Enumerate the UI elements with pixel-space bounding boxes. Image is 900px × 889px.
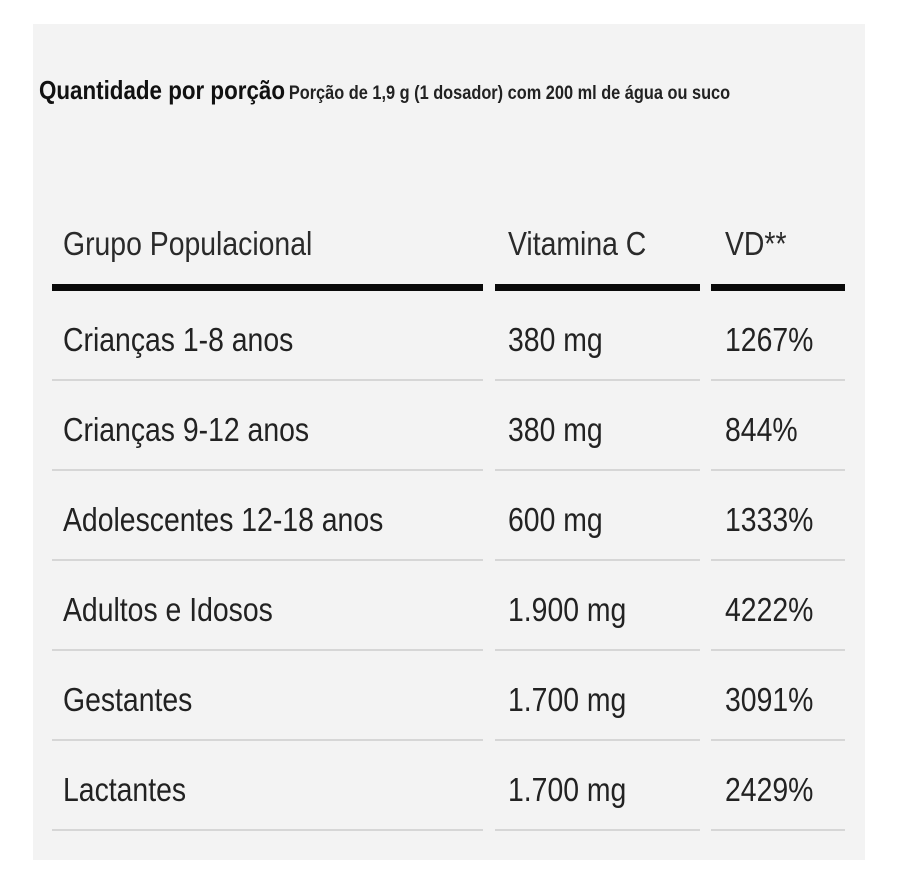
row-group-cell: Crianças 1-8 anos xyxy=(63,321,294,358)
row-vitamin-c-cell: 1.900 mg xyxy=(508,591,627,628)
row-vd-cell: 844% xyxy=(725,411,798,448)
row-group-cell: Adolescentes 12-18 anos xyxy=(63,501,384,538)
serving-subtitle: Porção de 1,9 g (1 dosador) com 200 ml d… xyxy=(288,83,731,104)
row-divider xyxy=(711,649,845,651)
row-divider xyxy=(52,559,483,561)
row-divider xyxy=(711,559,845,561)
serving-header: Quantidade por porção Porção de 1,9 g (1… xyxy=(39,72,744,113)
column-header-group: Grupo Populacional xyxy=(63,225,313,262)
row-vitamin-c-cell: 380 mg xyxy=(508,411,603,448)
row-divider xyxy=(52,739,483,741)
row-vd-cell: 3091% xyxy=(725,681,814,718)
row-vd-cell: 2429% xyxy=(725,771,814,808)
row-vd-cell: 1333% xyxy=(725,501,814,538)
header-divider-col2 xyxy=(495,284,700,291)
nutrition-panel: Quantidade por porção Porção de 1,9 g (1… xyxy=(33,24,865,860)
row-divider xyxy=(711,469,845,471)
column-header-vd: VD** xyxy=(725,225,787,262)
row-vitamin-c-cell: 1.700 mg xyxy=(508,771,627,808)
row-group-cell: Lactantes xyxy=(63,771,187,808)
row-vd-cell: 4222% xyxy=(725,591,814,628)
row-divider xyxy=(495,379,700,381)
row-divider xyxy=(495,829,700,831)
row-vd-cell: 1267% xyxy=(725,321,814,358)
row-divider xyxy=(711,829,845,831)
row-group-cell: Gestantes xyxy=(63,681,193,718)
row-divider xyxy=(495,559,700,561)
row-vitamin-c-cell: 380 mg xyxy=(508,321,603,358)
serving-title: Quantidade por porção xyxy=(39,75,285,105)
row-divider xyxy=(711,739,845,741)
row-divider xyxy=(495,469,700,471)
row-vitamin-c-cell: 600 mg xyxy=(508,501,603,538)
row-vitamin-c-cell: 1.700 mg xyxy=(508,681,627,718)
row-divider xyxy=(52,379,483,381)
row-divider xyxy=(52,829,483,831)
row-divider xyxy=(52,649,483,651)
row-group-cell: Crianças 9-12 anos xyxy=(63,411,310,448)
column-header-vitamin-c: Vitamina C xyxy=(508,225,647,262)
row-divider xyxy=(495,739,700,741)
row-divider xyxy=(52,469,483,471)
row-divider xyxy=(495,649,700,651)
row-divider xyxy=(711,379,845,381)
header-divider-col1 xyxy=(52,284,483,291)
row-group-cell: Adultos e Idosos xyxy=(63,591,273,628)
header-divider-col3 xyxy=(711,284,845,291)
